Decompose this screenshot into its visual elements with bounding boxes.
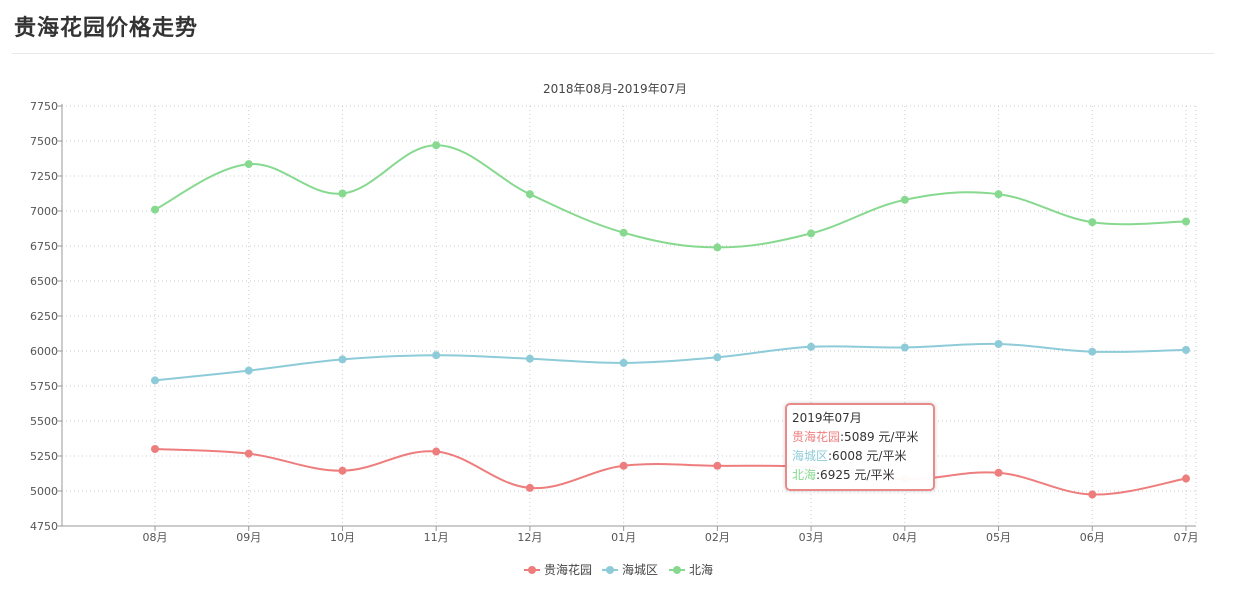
- data-point[interactable]: [994, 468, 1003, 477]
- y-tick-label: 6250: [30, 310, 58, 323]
- data-point[interactable]: [338, 466, 347, 475]
- page-title: 贵海花园价格走势: [14, 16, 199, 41]
- tooltip-row-guihai: 贵海花园:5089 元/平米: [792, 428, 928, 447]
- tooltip-series-value: :5089 元/平米: [840, 430, 919, 444]
- y-tick-label: 6750: [30, 240, 58, 253]
- data-point[interactable]: [994, 190, 1003, 199]
- data-point[interactable]: [994, 340, 1003, 348]
- data-point[interactable]: [713, 461, 722, 470]
- data-point[interactable]: [807, 229, 816, 238]
- x-tick-label: 01月: [611, 531, 636, 544]
- x-tick-label: 06月: [1080, 531, 1105, 544]
- x-tick-label: 04月: [892, 531, 917, 544]
- data-point[interactable]: [1088, 347, 1097, 356]
- data-point[interactable]: [338, 355, 347, 364]
- data-point[interactable]: [713, 243, 722, 252]
- x-tick-label: 09月: [236, 531, 261, 544]
- data-point[interactable]: [244, 366, 253, 375]
- y-tick-label: 6000: [30, 345, 58, 358]
- x-tick-label: 07月: [1174, 531, 1199, 544]
- data-point[interactable]: [1088, 218, 1097, 227]
- legend-marker: [673, 566, 681, 574]
- data-point[interactable]: [900, 195, 909, 204]
- data-point[interactable]: [525, 483, 534, 492]
- title-divider: [12, 53, 1214, 54]
- series-2: [151, 141, 1190, 252]
- y-tick-label: 7500: [30, 135, 58, 148]
- data-point[interactable]: [432, 447, 441, 456]
- data-point[interactable]: [244, 449, 253, 458]
- y-tick-label: 6500: [30, 275, 58, 288]
- data-point[interactable]: [619, 461, 628, 470]
- series-line: [154, 144, 1187, 249]
- x-tick-label: 02月: [705, 531, 730, 544]
- axes: 4750 5000 5250 5500 5750 6000 6250 6500 6750 7000…: [30, 100, 1199, 544]
- y-tick-label: 4750: [30, 520, 58, 533]
- legend-label: 北海: [689, 562, 713, 577]
- legend-item[interactable]: 海城区: [602, 562, 658, 577]
- legend-label: 海城区: [622, 562, 658, 577]
- data-point[interactable]: [338, 189, 347, 198]
- legend-item[interactable]: 北海: [669, 562, 713, 577]
- y-tick-label: 5250: [30, 450, 58, 463]
- series-1: [151, 340, 1190, 385]
- data-point[interactable]: [525, 354, 534, 363]
- data-point[interactable]: [1182, 474, 1190, 483]
- y-tick-label: 7000: [30, 205, 58, 218]
- data-point[interactable]: [900, 343, 909, 352]
- data-point[interactable]: [807, 342, 816, 351]
- data-point[interactable]: [1182, 345, 1190, 354]
- data-point[interactable]: [713, 353, 722, 362]
- y-tick-label: 7750: [30, 100, 58, 113]
- tooltip-row-haicheng: 海城区:6008 元/平米: [792, 447, 928, 466]
- grid-lines: [62, 105, 1197, 526]
- legend[interactable]: 贵海花园 海城区 北海: [524, 562, 713, 577]
- legend-marker: [528, 566, 536, 574]
- x-tick-label: 10月: [330, 531, 355, 544]
- x-tick-label: 12月: [517, 531, 542, 544]
- legend-label: 贵海花园: [544, 562, 592, 577]
- legend-marker: [606, 566, 614, 574]
- data-point[interactable]: [432, 351, 441, 360]
- data-point[interactable]: [1088, 490, 1097, 499]
- series-line: [154, 448, 1187, 496]
- data-point[interactable]: [525, 190, 534, 199]
- series-line: [154, 342, 1187, 382]
- data-point[interactable]: [619, 358, 628, 367]
- y-tick-label: 5500: [30, 415, 58, 428]
- data-point[interactable]: [151, 205, 159, 214]
- data-point[interactable]: [619, 228, 628, 237]
- tooltip-header: 2019年07月: [792, 411, 862, 425]
- chart-tooltip: 2019年07月 贵海花园:5089 元/平米 海城区:6008 元/平米 北海…: [785, 403, 935, 491]
- tooltip-series-name: 海城区: [792, 449, 829, 463]
- data-point[interactable]: [1182, 217, 1190, 226]
- series-0: [151, 445, 1190, 499]
- x-tick-label: 03月: [799, 531, 824, 544]
- data-point[interactable]: [151, 445, 159, 453]
- chart-subtitle: 2018年08月-2019年07月: [543, 82, 687, 96]
- tooltip-series-value: :6008 元/平米: [828, 449, 907, 463]
- x-tick-label: 08月: [143, 531, 168, 544]
- tooltip-series-name: 北海: [792, 468, 817, 482]
- data-point[interactable]: [244, 160, 253, 169]
- data-point[interactable]: [151, 376, 159, 385]
- x-tick-label: 11月: [424, 531, 449, 544]
- tooltip-series-value: :6925 元/平米: [816, 468, 895, 482]
- series-layer: [151, 141, 1190, 499]
- tooltip-series-name: 贵海花园: [792, 430, 841, 444]
- y-tick-label: 5750: [30, 380, 58, 393]
- data-point[interactable]: [432, 141, 441, 150]
- x-tick-label: 05月: [986, 531, 1011, 544]
- y-tick-label: 5000: [30, 485, 58, 498]
- legend-item[interactable]: 贵海花园: [524, 562, 592, 577]
- y-tick-label: 7250: [30, 170, 58, 183]
- tooltip-row-beihai: 北海:6925 元/平米: [792, 466, 928, 485]
